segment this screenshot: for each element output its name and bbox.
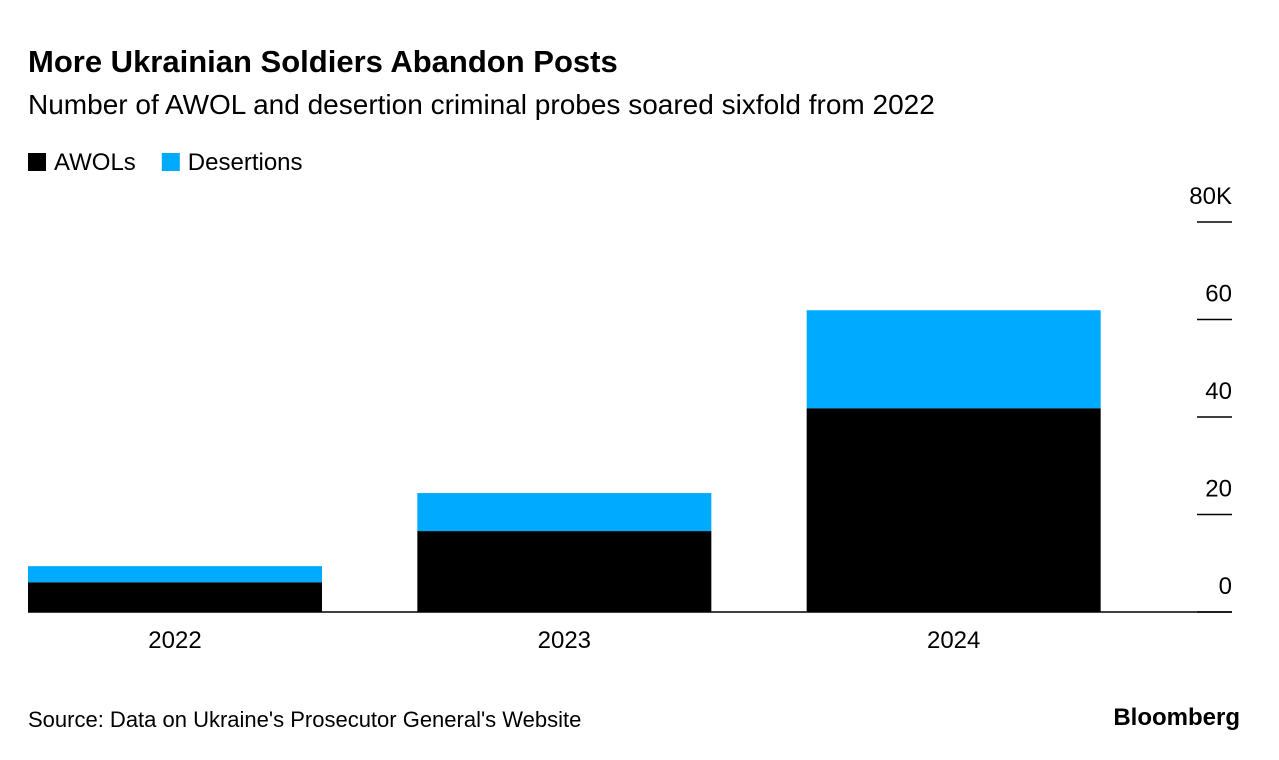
y-tick-label: 80K bbox=[1189, 183, 1232, 210]
y-tick-label: 0 bbox=[1219, 573, 1232, 600]
legend-swatch bbox=[161, 153, 180, 171]
legend-swatch bbox=[28, 153, 46, 171]
legend-label: AWOLs bbox=[54, 149, 136, 176]
bar-segment bbox=[28, 582, 322, 612]
bar-segment bbox=[806, 408, 1101, 612]
y-tick-label: 60 bbox=[1205, 281, 1232, 308]
chart-title: More Ukrainian Soldiers Abandon Posts bbox=[28, 44, 618, 79]
x-tick-label: 2023 bbox=[538, 627, 591, 654]
x-tick-label: 2024 bbox=[927, 627, 980, 654]
brand: Bloomberg bbox=[1113, 704, 1240, 731]
x-tick-label: 2022 bbox=[148, 627, 201, 654]
bar-segment bbox=[417, 493, 712, 532]
chart-subtitle: Number of AWOL and desertion criminal pr… bbox=[28, 89, 935, 120]
bar-segment bbox=[417, 531, 712, 612]
bar-segment bbox=[28, 566, 322, 583]
bar-segment bbox=[806, 310, 1101, 409]
y-tick-label: 20 bbox=[1205, 476, 1232, 503]
legend-label: Desertions bbox=[188, 149, 303, 176]
source: Source: Data on Ukraine's Prosecutor Gen… bbox=[28, 707, 581, 732]
y-tick-label: 40 bbox=[1205, 378, 1232, 405]
